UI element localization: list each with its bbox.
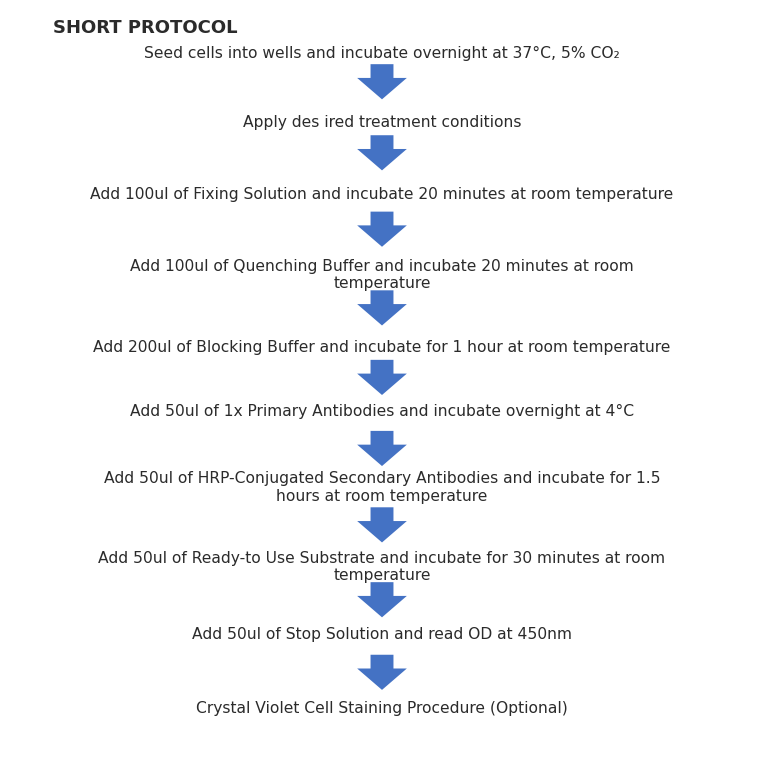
Polygon shape (357, 582, 406, 617)
Text: Seed cells into wells and incubate overnight at 37°C, 5% CO₂: Seed cells into wells and incubate overn… (144, 46, 620, 61)
Text: Add 100ul of Quenching Buffer and incubate 20 minutes at room
temperature: Add 100ul of Quenching Buffer and incuba… (130, 259, 634, 291)
Polygon shape (357, 655, 406, 690)
Polygon shape (357, 507, 406, 542)
Text: Add 200ul of Blocking Buffer and incubate for 1 hour at room temperature: Add 200ul of Blocking Buffer and incubat… (93, 340, 671, 355)
Text: Add 50ul of HRP-Conjugated Secondary Antibodies and incubate for 1.5
hours at ro: Add 50ul of HRP-Conjugated Secondary Ant… (104, 471, 660, 503)
Polygon shape (357, 135, 406, 170)
Text: Add 50ul of Stop Solution and read OD at 450nm: Add 50ul of Stop Solution and read OD at… (192, 626, 572, 642)
Text: SHORT PROTOCOL: SHORT PROTOCOL (53, 19, 238, 37)
Text: Add 50ul of 1x Primary Antibodies and incubate overnight at 4°C: Add 50ul of 1x Primary Antibodies and in… (130, 403, 634, 419)
Polygon shape (357, 290, 406, 325)
Polygon shape (357, 212, 406, 247)
Text: Add 100ul of Fixing Solution and incubate 20 minutes at room temperature: Add 100ul of Fixing Solution and incubat… (90, 187, 674, 202)
Text: Apply des ired treatment conditions: Apply des ired treatment conditions (243, 115, 521, 130)
Polygon shape (357, 431, 406, 466)
Polygon shape (357, 360, 406, 395)
Text: Crystal Violet Cell Staining Procedure (Optional): Crystal Violet Cell Staining Procedure (… (196, 701, 568, 717)
Polygon shape (357, 64, 406, 99)
Text: Add 50ul of Ready-to Use Substrate and incubate for 30 minutes at room
temperatu: Add 50ul of Ready-to Use Substrate and i… (99, 551, 665, 583)
